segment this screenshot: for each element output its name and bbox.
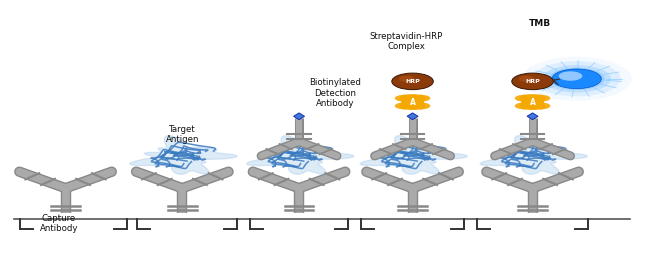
Circle shape	[552, 69, 601, 89]
Text: A: A	[530, 98, 536, 107]
Circle shape	[392, 73, 434, 90]
Circle shape	[512, 73, 553, 90]
Text: A: A	[410, 98, 415, 107]
Circle shape	[549, 68, 605, 90]
Text: Streptavidin-HRP
Complex: Streptavidin-HRP Complex	[369, 32, 443, 51]
Polygon shape	[527, 113, 538, 120]
Circle shape	[524, 99, 541, 106]
Polygon shape	[480, 136, 587, 174]
Circle shape	[534, 95, 551, 101]
Circle shape	[519, 76, 535, 82]
Text: TMB: TMB	[529, 19, 551, 28]
Text: Target
Antigen: Target Antigen	[166, 125, 199, 144]
Polygon shape	[407, 113, 418, 120]
Circle shape	[414, 95, 430, 101]
Circle shape	[532, 61, 621, 96]
Text: Capture
Antibody: Capture Antibody	[40, 214, 78, 233]
Circle shape	[414, 103, 430, 109]
Polygon shape	[246, 136, 354, 174]
Circle shape	[558, 71, 582, 81]
Polygon shape	[294, 113, 305, 120]
Circle shape	[404, 99, 421, 106]
Circle shape	[395, 103, 411, 109]
Circle shape	[521, 57, 632, 101]
Circle shape	[399, 76, 415, 82]
Text: HRP: HRP	[525, 79, 540, 84]
Circle shape	[515, 103, 531, 109]
Circle shape	[515, 95, 531, 101]
Polygon shape	[360, 136, 467, 174]
Text: Biotinylated
Detection
Antibody: Biotinylated Detection Antibody	[309, 78, 361, 108]
Circle shape	[534, 103, 551, 109]
Circle shape	[395, 95, 411, 101]
Text: HRP: HRP	[405, 79, 420, 84]
Polygon shape	[130, 136, 237, 174]
Circle shape	[542, 65, 611, 93]
